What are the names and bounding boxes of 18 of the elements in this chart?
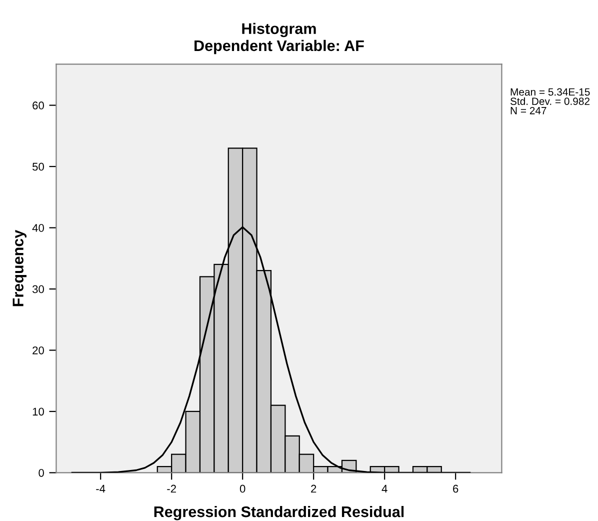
x-axis-title: Regression Standardized Residual: [154, 506, 404, 520]
chart-subtitle: Dependent Variable: AF: [194, 40, 364, 54]
y-tick-label: 10: [32, 408, 44, 416]
chart-title: Histogram: [242, 22, 316, 38]
x-tick-label: -2: [167, 484, 176, 493]
text: Mean = 5.34E-15 Std. Dev. = 0.982 N = 247: [510, 88, 590, 114]
y-tick-label: 30: [32, 285, 44, 294]
y-tick-label: 60: [32, 102, 44, 110]
x-tick-label: 4: [382, 484, 388, 493]
x-tick-label: 6: [453, 484, 458, 493]
y-tick-label: 50: [32, 162, 44, 171]
y-tick-label: 40: [32, 224, 44, 232]
y-tick-label: 20: [32, 346, 44, 354]
x-tick-label: 2: [311, 484, 316, 493]
x-tick-label: -4: [96, 484, 106, 493]
y-tick-label: 0: [38, 468, 44, 477]
y-axis-title: Frequency: [12, 230, 26, 306]
x-tick-label: 0: [240, 484, 246, 493]
